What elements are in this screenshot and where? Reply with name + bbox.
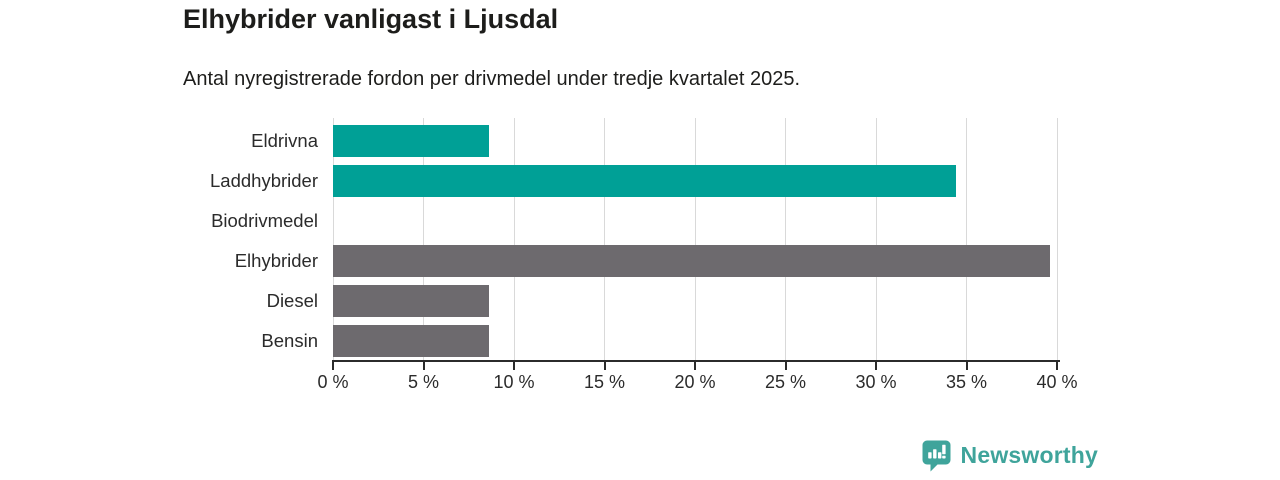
category-label-biodrivmedel: Biodrivmedel <box>211 210 318 231</box>
x-tick-label-30: 30 % <box>855 372 897 392</box>
gridline-20 <box>694 118 696 360</box>
x-tick-label-35: 35 % <box>945 372 988 392</box>
x-tick-label-0: 0 % <box>317 372 349 392</box>
x-tick-40 <box>1056 362 1058 370</box>
gridline-40 <box>1056 118 1058 360</box>
gridline-0 <box>332 118 334 360</box>
bar-eldrivna <box>333 125 489 157</box>
category-label-eldrivna: Eldrivna <box>251 130 318 151</box>
chart-title: Elhybrider vanligast i Ljusdal <box>183 4 559 34</box>
bar-laddhybrider <box>333 165 956 197</box>
x-tick-20 <box>694 362 696 370</box>
gridline-15 <box>604 118 605 360</box>
gridline-5 <box>423 118 424 360</box>
x-tick-0 <box>332 362 334 370</box>
category-label-diesel: Diesel <box>266 290 318 311</box>
x-tick-label-20: 20 % <box>674 372 716 392</box>
x-tick-35 <box>965 362 968 370</box>
x-tick-25 <box>784 362 787 370</box>
category-label-bensin: Bensin <box>261 330 318 351</box>
x-tick-30 <box>875 362 877 370</box>
x-axis-line <box>332 360 1060 362</box>
bar-diesel <box>333 285 489 317</box>
newsworthy-logo-icon <box>921 439 952 472</box>
gridline-35 <box>966 118 967 360</box>
bar-bensin <box>333 325 489 357</box>
x-tick-15 <box>603 362 606 370</box>
chart-subtitle: Antal nyregistrerade fordon per drivmede… <box>183 68 801 90</box>
newsworthy-logo-text: Newsworthy <box>960 442 1098 468</box>
x-tick-5 <box>422 362 425 370</box>
x-tick-label-5: 5 % <box>407 372 440 392</box>
category-label-elhybrider: Elhybrider <box>234 250 318 271</box>
x-tick-10 <box>513 362 515 370</box>
x-tick-label-10: 10 % <box>493 372 535 392</box>
gridline-25 <box>785 118 786 360</box>
newsworthy-logo[interactable]: Newsworthy <box>921 439 1098 472</box>
x-tick-label-15: 15 % <box>583 372 626 392</box>
x-tick-label-25: 25 % <box>764 372 807 392</box>
bar-elhybrider <box>333 245 1050 277</box>
gridline-30 <box>875 118 877 360</box>
x-tick-label-40: 40 % <box>1036 372 1078 392</box>
category-label-laddhybrider: Laddhybrider <box>210 170 318 191</box>
gridline-10 <box>513 118 515 360</box>
